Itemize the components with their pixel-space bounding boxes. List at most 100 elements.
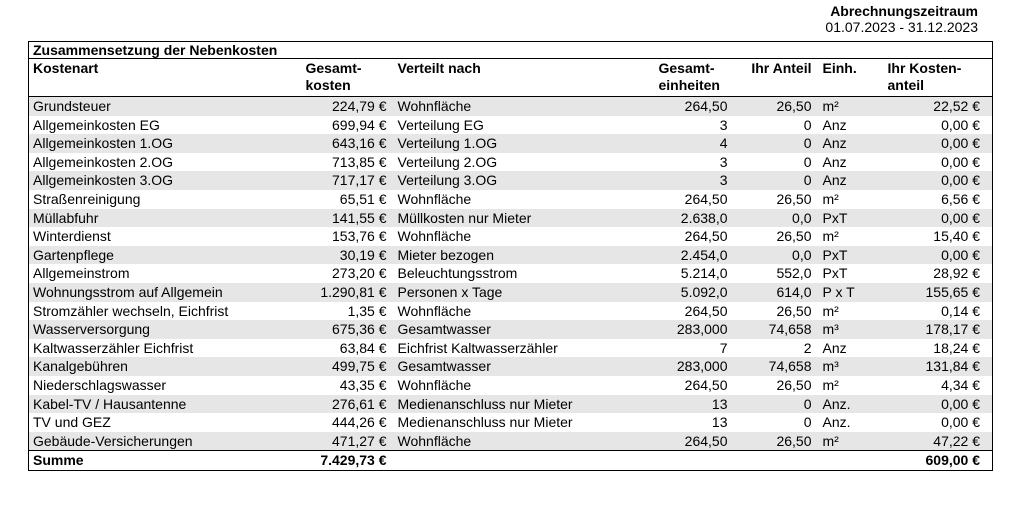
cell-verteilt-nach: Verteilung 1.OG (397, 135, 498, 152)
cell-ihr-anteil: 614,0 (776, 283, 812, 300)
cell-gesamtkosten: 444,26 € (332, 414, 387, 431)
cell-gesamteinheiten: 2.638,0 (680, 209, 728, 226)
cell-gesamtkosten: 65,51 € (339, 190, 387, 207)
cell-gesamteinheiten: 264,50 (684, 228, 728, 245)
sum-spacer (655, 451, 731, 471)
column-header-ihr-anteil: Ihr Anteil (730, 58, 816, 97)
cell-gesamtkosten: 276,61 € (332, 395, 387, 412)
cell-ihr-anteil: 0 (803, 116, 812, 133)
cell-einheit: Anz (822, 172, 847, 189)
cell-kostenart: Kaltwasserzähler Eichfrist (33, 339, 194, 356)
column-header-gesamteinheiten: Gesamt- einheiten (654, 58, 731, 97)
cell-kostenart: Straßenreinigung (33, 190, 141, 207)
table-row: Wasserversorgung 675,36 € Gesamtwasser 283,… (28, 320, 993, 339)
table-header-row: Kostenart Gesamt- kosten Verteilt nach G… (28, 58, 993, 97)
cell-kostenanteil: 0,00 € (941, 209, 981, 226)
cell-gesamtkosten: 699,94 € (332, 116, 387, 133)
cell-kostenanteil: 155,65 € (925, 283, 981, 300)
cell-gesamteinheiten: 7 (719, 339, 728, 356)
cell-kostenart: Wohnungsstrom auf Allgemein (33, 283, 223, 300)
table-title-row: Zusammensetzung der Nebenkosten (28, 41, 993, 59)
table-row: Gartenpflege 30,19 € Mieter bezogen 2.454,0… (28, 245, 993, 265)
sum-row: Summe 7.429,73 € 609,00 € (28, 450, 993, 471)
cell-gesamtkosten: 471,27 € (332, 432, 387, 449)
table-row: Allgemeinkosten EG 699,94 € Verteilung EG 3… (29, 116, 993, 135)
cell-kostenart: Winterdienst (33, 228, 111, 245)
cell-gesamteinheiten: 13 (711, 395, 728, 412)
cell-ihr-anteil: 0 (803, 135, 812, 152)
cell-einheit: m² (822, 302, 839, 319)
cell-kostenart: Allgemeinkosten 2.OG (33, 153, 174, 170)
table-row: TV und GEZ 444,26 € Medienanschluss nur Mi… (29, 413, 993, 432)
header-line: Kostenart (33, 60, 99, 76)
cell-verteilt-nach: Beleuchtungsstrom (397, 265, 518, 282)
cell-ihr-anteil: 0 (803, 414, 812, 431)
cell-kostenanteil: 28,92 € (933, 265, 981, 282)
header-line: Gesamt- (305, 60, 362, 76)
table-row: Wohnungsstrom auf Allgemein 1.290,81 € Per… (28, 282, 993, 302)
cell-verteilt-nach: Wohnfläche (397, 190, 472, 207)
cell-gesamtkosten: 675,36 € (332, 321, 387, 338)
cell-einheit: m² (822, 228, 839, 245)
cell-gesamteinheiten: 5.214,0 (680, 265, 728, 282)
cell-ihr-anteil: 26,50 (776, 376, 812, 393)
cell-gesamtkosten: 273,20 € (332, 265, 387, 282)
cell-kostenart: Wasserversorgung (33, 321, 150, 338)
header-line: Einh. (822, 60, 857, 76)
cell-ihr-anteil: 0 (803, 172, 812, 189)
header-line: Ihr Anteil (751, 60, 812, 76)
cell-verteilt-nach: Verteilung 2.OG (397, 153, 498, 170)
sum-gesamtkosten: 7.429,73 € (320, 452, 387, 469)
cell-kostenanteil: 22,52 € (933, 98, 981, 114)
cell-kostenanteil: 0,00 € (941, 395, 981, 412)
cell-gesamteinheiten: 3 (719, 116, 728, 133)
cell-ihr-anteil: 26,50 (776, 302, 812, 319)
cell-gesamtkosten: 153,76 € (332, 228, 387, 245)
cell-kostenanteil: 0,00 € (941, 172, 981, 189)
cost-table-body: Grundsteuer 224,79 € Wohnfläche 264,50 26,50… (28, 96, 993, 451)
cell-einheit: Anz (822, 135, 847, 152)
cell-gesamteinheiten: 283,000 (676, 358, 728, 375)
cell-einheit: m³ (822, 321, 839, 338)
sum-label: Summe (33, 452, 84, 469)
cell-ihr-anteil: 26,50 (776, 190, 812, 207)
cell-kostenart: Müllabfuhr (33, 209, 99, 226)
cell-gesamteinheiten: 5.092,0 (680, 283, 728, 300)
cell-ihr-anteil: 0 (803, 395, 812, 412)
table-row: Kanalgebühren 499,75 € Gesamtwasser 283,000… (28, 357, 993, 376)
cell-verteilt-nach: Gesamtwasser (397, 358, 491, 375)
table-row: Allgemeinkosten 1.OG 643,16 € Verteilung 1… (28, 134, 993, 153)
cell-kostenanteil: 178,17 € (925, 321, 981, 338)
cell-gesamtkosten: 43,35 € (339, 376, 387, 393)
cell-einheit: Anz (822, 116, 847, 133)
cell-gesamteinheiten: 3 (719, 172, 728, 189)
cost-report: Zusammensetzung der Nebenkosten Kostenar… (28, 41, 994, 472)
cell-verteilt-nach: Wohnfläche (397, 302, 472, 319)
cell-kostenart: Niederschlagswasser (33, 376, 167, 393)
column-header-kostenart: Kostenart (28, 58, 302, 97)
cell-gesamtkosten: 224,79 € (332, 98, 387, 114)
cell-gesamtkosten: 713,85 € (332, 153, 387, 170)
cell-ihr-anteil: 26,50 (776, 98, 812, 114)
cell-einheit: m² (822, 190, 839, 207)
cell-kostenanteil: 18,24 € (933, 339, 981, 356)
cell-kostenart: Stromzähler wechseln, Eichfrist (33, 302, 229, 319)
cell-verteilt-nach: Verteilung 3.OG (397, 172, 498, 189)
cell-gesamtkosten: 643,16 € (332, 135, 387, 152)
cell-kostenart: Kabel-TV / Hausantenne (33, 395, 187, 412)
sum-kostenanteil: 609,00 € (925, 452, 981, 469)
cell-gesamtkosten: 1,35 € (347, 302, 387, 319)
cell-kostenanteil: 0,00 € (941, 246, 981, 263)
cell-verteilt-nach: Medienanschluss nur Mieter (397, 395, 573, 412)
cell-verteilt-nach: Wohnfläche (397, 228, 472, 245)
cell-einheit: Anz. (822, 395, 851, 412)
header-line: anteil (887, 77, 925, 93)
cell-gesamtkosten: 141,55 € (332, 209, 387, 226)
cell-kostenart: Kanalgebühren (33, 358, 128, 375)
sum-spacer (731, 451, 816, 471)
cell-gesamtkosten: 63,84 € (339, 339, 387, 356)
sum-spacer (390, 451, 655, 471)
cell-gesamteinheiten: 264,50 (684, 98, 728, 114)
cell-gesamteinheiten: 3 (719, 153, 728, 170)
cell-einheit: P x T (822, 283, 855, 300)
